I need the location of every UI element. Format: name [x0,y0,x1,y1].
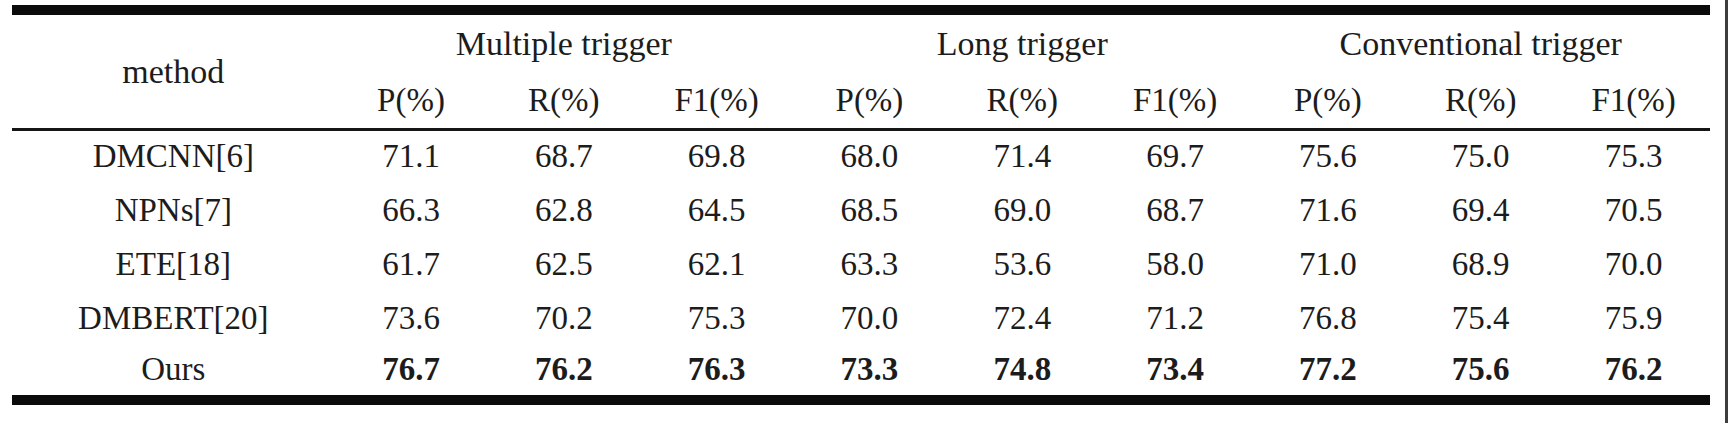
metric-cell: 71.4 [946,130,1099,184]
metric-cell: 75.3 [1557,130,1710,184]
metric-cell: 62.8 [487,184,640,238]
group-header-row: method Multiple trigger Long trigger Con… [12,10,1710,73]
method-cell: Ours [12,346,335,400]
table-body: DMCNN[6] 71.1 68.7 69.8 68.0 71.4 69.7 7… [12,130,1710,400]
metric-header-r: R(%) [487,73,640,130]
metric-cell: 71.0 [1251,238,1404,292]
group-header-long-trigger: Long trigger [793,10,1251,73]
table-row-ours: Ours 76.7 76.2 76.3 73.3 74.8 73.4 77.2 … [12,346,1710,400]
metric-cell: 69.4 [1404,184,1557,238]
metric-cell: 70.0 [1557,238,1710,292]
metric-cell: 77.2 [1251,346,1404,400]
metric-cell: 72.4 [946,292,1099,346]
metric-cell: 68.9 [1404,238,1557,292]
page-edge-line [1725,0,1728,423]
metric-header-p: P(%) [335,73,488,130]
metric-cell: 75.6 [1251,130,1404,184]
metric-cell: 75.6 [1404,346,1557,400]
metric-cell: 75.3 [640,292,793,346]
table-row: DMBERT[20] 73.6 70.2 75.3 70.0 72.4 71.2… [12,292,1710,346]
group-header-multiple-trigger: Multiple trigger [335,10,793,73]
metric-cell: 76.2 [1557,346,1710,400]
metric-cell: 71.2 [1099,292,1252,346]
table-row: ETE[18] 61.7 62.5 62.1 63.3 53.6 58.0 71… [12,238,1710,292]
method-cell: DMCNN[6] [12,130,335,184]
metric-cell: 71.6 [1251,184,1404,238]
metric-cell: 76.8 [1251,292,1404,346]
metric-header-p: P(%) [793,73,946,130]
metric-cell: 75.4 [1404,292,1557,346]
metric-cell: 69.0 [946,184,1099,238]
metric-cell: 70.2 [487,292,640,346]
metric-header-p: P(%) [1251,73,1404,130]
metric-cell: 64.5 [640,184,793,238]
metric-cell: 74.8 [946,346,1099,400]
metric-cell: 76.3 [640,346,793,400]
metric-header-r: R(%) [946,73,1099,130]
metric-cell: 70.0 [793,292,946,346]
metric-header-r: R(%) [1404,73,1557,130]
metric-cell: 76.7 [335,346,488,400]
metric-cell: 73.3 [793,346,946,400]
metric-cell: 62.1 [640,238,793,292]
metric-cell: 75.0 [1404,130,1557,184]
results-table: method Multiple trigger Long trigger Con… [12,5,1710,405]
metric-cell: 69.7 [1099,130,1252,184]
table-header: method Multiple trigger Long trigger Con… [12,10,1710,130]
metric-cell: 68.0 [793,130,946,184]
metric-cell: 62.5 [487,238,640,292]
metric-header-f1: F1(%) [1557,73,1710,130]
group-header-conventional-trigger: Conventional trigger [1251,10,1710,73]
metric-header-f1: F1(%) [1099,73,1252,130]
method-column-header: method [12,10,335,130]
metric-cell: 75.9 [1557,292,1710,346]
metric-cell: 53.6 [946,238,1099,292]
metric-header-f1: F1(%) [640,73,793,130]
method-cell: NPNs[7] [12,184,335,238]
method-cell: ETE[18] [12,238,335,292]
metric-cell: 71.1 [335,130,488,184]
metric-cell: 68.7 [487,130,640,184]
metric-cell: 73.6 [335,292,488,346]
metric-cell: 68.7 [1099,184,1252,238]
table-row: NPNs[7] 66.3 62.8 64.5 68.5 69.0 68.7 71… [12,184,1710,238]
metric-cell: 63.3 [793,238,946,292]
metric-cell: 61.7 [335,238,488,292]
metric-cell: 66.3 [335,184,488,238]
metric-cell: 68.5 [793,184,946,238]
metric-cell: 76.2 [487,346,640,400]
results-table-container: method Multiple trigger Long trigger Con… [12,5,1710,405]
metric-cell: 70.5 [1557,184,1710,238]
method-cell: DMBERT[20] [12,292,335,346]
metric-cell: 69.8 [640,130,793,184]
metric-cell: 58.0 [1099,238,1252,292]
metric-cell: 73.4 [1099,346,1252,400]
table-row: DMCNN[6] 71.1 68.7 69.8 68.0 71.4 69.7 7… [12,130,1710,184]
